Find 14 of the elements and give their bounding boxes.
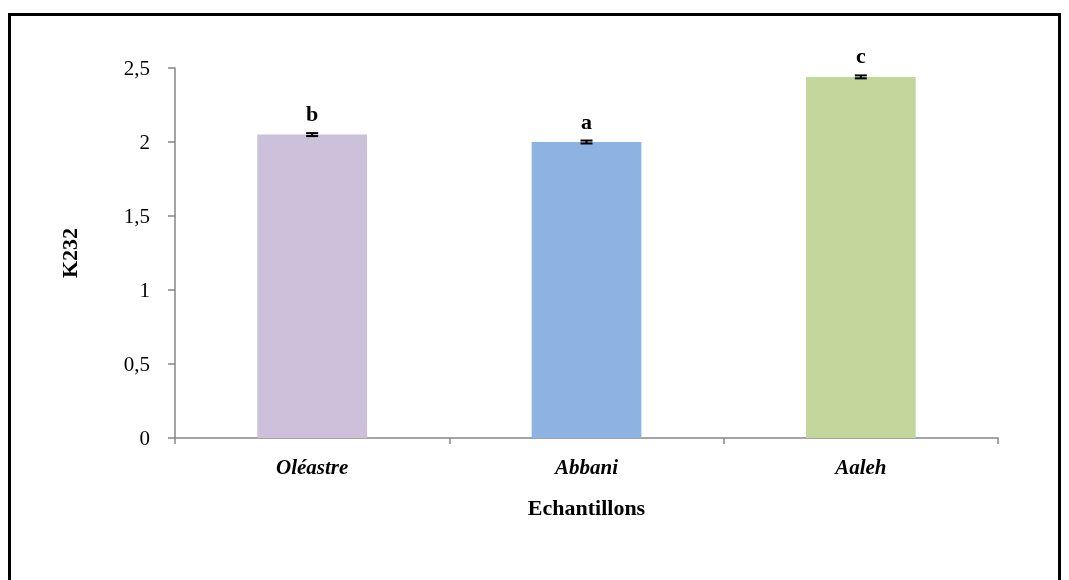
annotation: c xyxy=(855,43,866,69)
y-tick-label: 1 xyxy=(139,278,150,302)
annotation: a xyxy=(581,108,592,134)
y-tick-label: 2 xyxy=(139,130,150,154)
annotation: b xyxy=(306,101,319,127)
y-tick-label: 0 xyxy=(139,426,150,450)
y-tick-label: 1,5 xyxy=(123,204,150,228)
x-tick-label: Oléastre xyxy=(276,454,349,479)
y-tick-label: 2,5 xyxy=(123,56,150,80)
y-tick-label: 0,5 xyxy=(123,352,150,376)
x-axis-title: Echantillons xyxy=(527,494,646,520)
x-tick-label: Abbani xyxy=(552,454,619,479)
y-axis-title: K232 xyxy=(56,227,82,279)
x-tick-label: Aaleh xyxy=(833,454,887,479)
